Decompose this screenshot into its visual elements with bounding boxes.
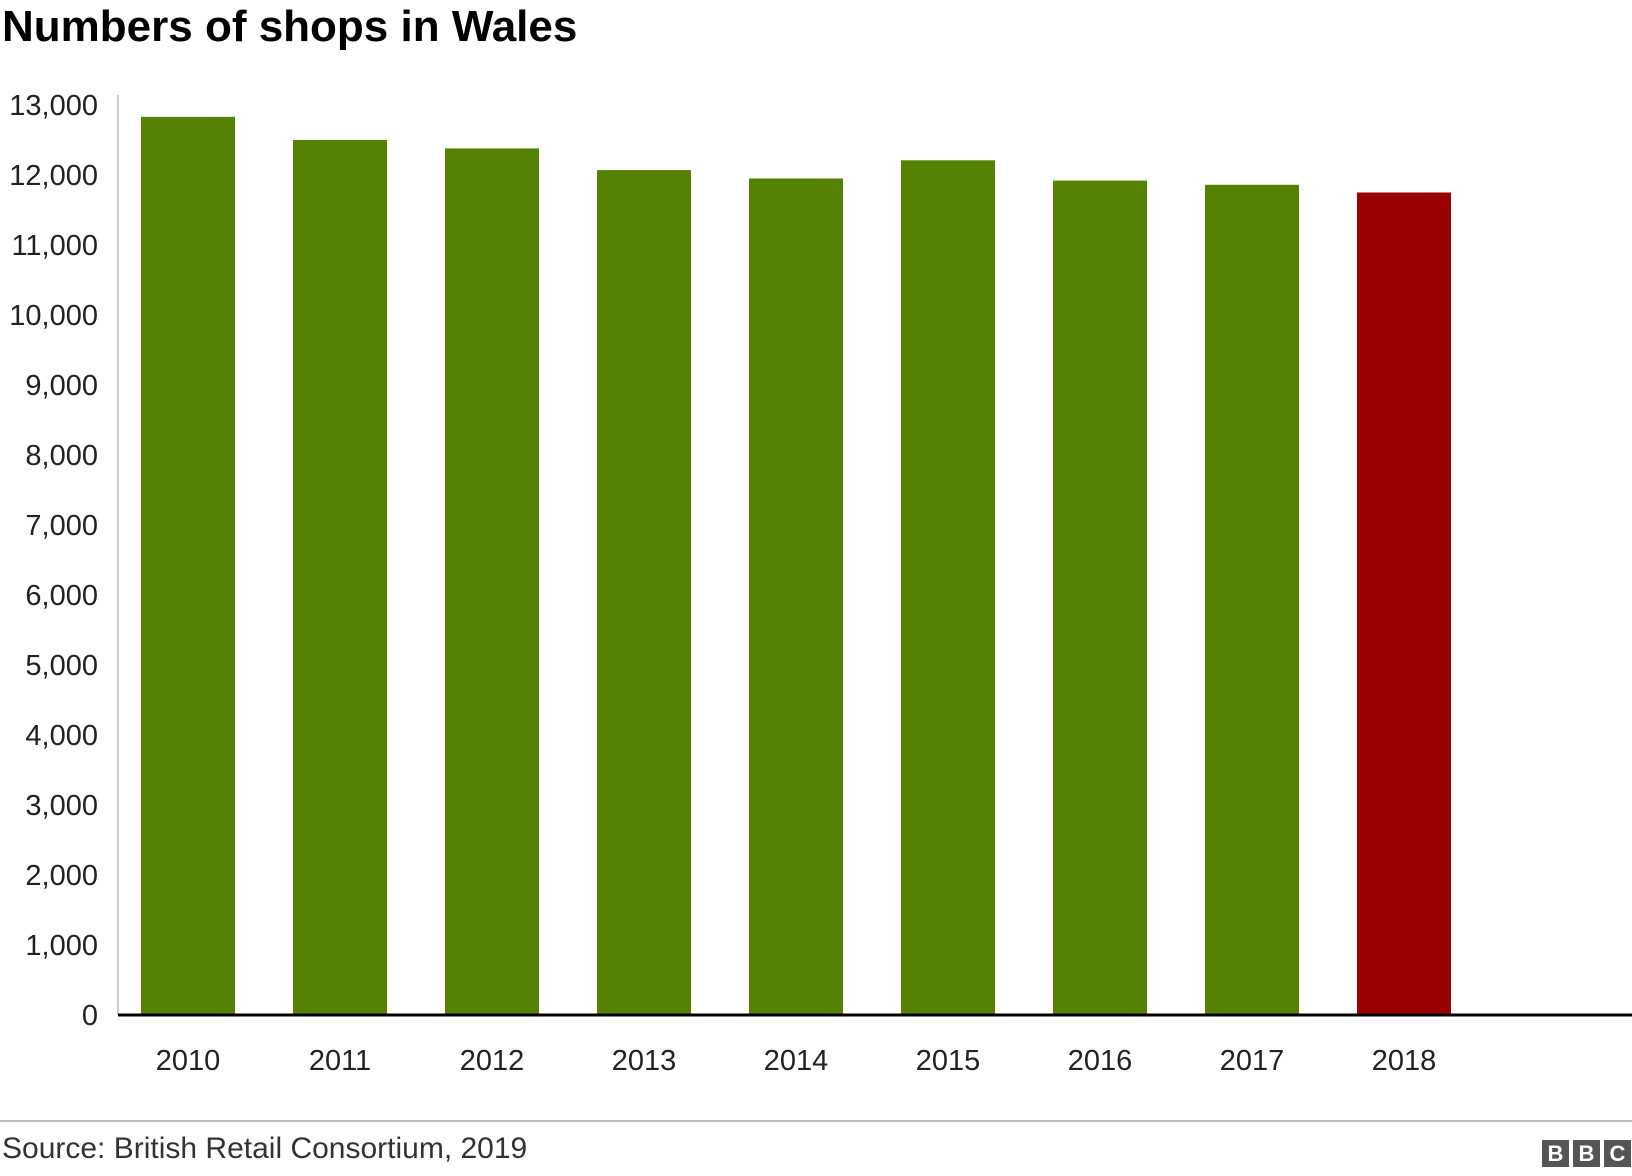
x-tick-label: 2016 (1068, 1045, 1133, 1077)
y-tick-label: 3,000 (25, 790, 98, 822)
x-tick-label: 2011 (309, 1045, 371, 1077)
chart-title: Numbers of shops in Wales (2, 2, 578, 51)
logo-letter: B (1573, 1140, 1600, 1167)
x-tick-label: 2018 (1372, 1045, 1437, 1077)
bar (597, 170, 691, 1016)
bar (141, 116, 235, 1015)
y-tick-label: 1,000 (25, 930, 98, 962)
bar (1357, 192, 1451, 1015)
footer-divider (0, 1120, 1632, 1122)
bar (1053, 180, 1147, 1016)
y-tick-label: 4,000 (25, 720, 98, 752)
x-axis: 2010 2011 2012 2013 2014 2015 2016 2017 2018 (118, 1013, 1632, 1077)
bbc-logo: B B C (1542, 1140, 1631, 1167)
bars (141, 116, 1451, 1016)
y-tick-label: 7,000 (25, 510, 98, 542)
x-tick-label: 2012 (460, 1045, 525, 1077)
source-note: Source: British Retail Consortium, 2019 (2, 1132, 528, 1165)
y-tick-label: 8,000 (25, 440, 98, 472)
x-tick-label: 2010 (156, 1045, 221, 1077)
y-tick-label: 6,000 (25, 580, 98, 612)
y-tick-label: 5,000 (25, 650, 98, 682)
y-tick-label: 2,000 (25, 860, 98, 892)
bar (445, 148, 539, 1015)
x-tick-label: 2017 (1220, 1045, 1285, 1077)
y-tick-label: 0 (82, 1000, 98, 1032)
x-tick-label: 2014 (764, 1045, 829, 1077)
bar-chart: 0 1,000 2,000 3,000 4,000 5,000 6,000 7,000 8,00… (9, 90, 1632, 1077)
y-tick-label: 10,000 (9, 300, 98, 332)
y-tick-label: 11,000 (11, 230, 98, 262)
bar (749, 178, 843, 1015)
bar (293, 140, 387, 1015)
y-tick-label: 13,000 (9, 90, 98, 122)
logo-letter: B (1542, 1140, 1569, 1167)
y-tick-label: 9,000 (25, 370, 98, 402)
bar (901, 160, 995, 1016)
y-axis: 0 1,000 2,000 3,000 4,000 5,000 6,000 7,000 8,00… (9, 90, 119, 1032)
bar (1205, 184, 1299, 1016)
x-tick-label: 2013 (612, 1045, 677, 1077)
x-tick-label: 2015 (916, 1045, 981, 1077)
y-tick-label: 12,000 (9, 160, 98, 192)
logo-letter: C (1604, 1140, 1631, 1167)
